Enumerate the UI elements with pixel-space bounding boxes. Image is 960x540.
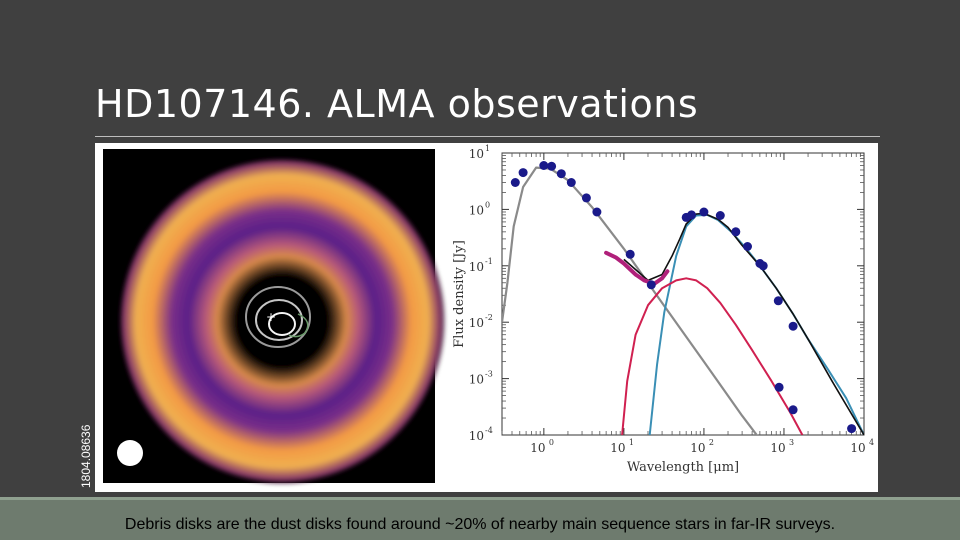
- y-axis-label: Flux density [Jy]: [452, 240, 467, 348]
- axis-ticks: [501, 152, 865, 436]
- x-tick-label-3: 10: [770, 441, 785, 455]
- ir-spectrum: [604, 250, 670, 287]
- x-tick-labels: 10 0 10 1 10 2 10 3 10 4: [530, 438, 874, 455]
- data-point-9: [646, 280, 656, 290]
- debris-ring: [120, 159, 444, 483]
- data-point-8: [625, 249, 635, 259]
- arxiv-identifier: 1804.08636: [79, 424, 93, 488]
- data-point-15: [743, 242, 752, 251]
- y-tick-exponent-5: -4: [485, 426, 493, 435]
- y-tick-label-3: 10: [469, 316, 484, 330]
- beam-ellipse: [117, 440, 143, 466]
- x-tick-label-4: 10: [850, 441, 865, 455]
- y-tick-label-0: 10: [469, 147, 484, 161]
- y-tick-label-2: 10: [469, 260, 484, 274]
- plot-frame: [501, 152, 865, 436]
- data-point-2: [539, 161, 549, 170]
- x-tick-label-2: 10: [690, 441, 705, 455]
- x-tick-exponent-4: 4: [869, 438, 874, 447]
- data-point-12: [699, 207, 709, 217]
- footer-caption: Debris disks are the dust disks found ar…: [124, 516, 836, 533]
- y-tick-label-4: 10: [469, 373, 484, 387]
- y-tick-label-1: 10: [469, 203, 484, 217]
- y-tick-exponent-1: 0: [485, 200, 490, 209]
- data-point-3: [547, 161, 557, 171]
- footer-accent-line: [0, 497, 960, 500]
- x-tick-exponent-0: 0: [549, 438, 554, 447]
- data-point-7: [592, 207, 602, 217]
- x-tick-exponent-3: 3: [789, 438, 794, 447]
- y-tick-exponent-3: -2: [485, 313, 493, 322]
- x-tick-label-0: 10: [530, 441, 545, 455]
- x-tick-exponent-2: 2: [709, 438, 714, 447]
- y-tick-label-5: 10: [469, 429, 484, 443]
- data-points: [510, 161, 857, 434]
- x-tick-label-1: 10: [610, 441, 625, 455]
- y-tick-exponent-2: -1: [485, 257, 493, 266]
- data-point-14: [731, 227, 741, 237]
- data-point-18: [773, 296, 783, 306]
- star-marker: +: [266, 310, 276, 324]
- data-point-1: [518, 168, 528, 178]
- figure-panel: + 10 0 10 1 10 2 10 3 10 4 10 1 10 0 10 -1 10 -2 10 -3 10 -4…: [95, 143, 878, 492]
- slide-title: HD107146. ALMA observations: [95, 82, 699, 126]
- data-point-20: [774, 382, 784, 392]
- data-point-0: [510, 178, 520, 187]
- data-point-21: [788, 405, 798, 415]
- data-point-5: [566, 178, 576, 187]
- contour-lines: [245, 286, 311, 348]
- title-divider: [95, 136, 880, 137]
- data-point-6: [581, 193, 591, 203]
- data-point-4: [556, 169, 566, 179]
- data-point-11: [687, 210, 696, 220]
- alma-image: +: [103, 149, 444, 483]
- x-tick-exponent-1: 1: [629, 438, 634, 447]
- x-axis-label: Wavelength [μm]: [627, 460, 739, 475]
- data-point-13: [715, 211, 725, 220]
- y-tick-exponent-0: 1: [485, 144, 490, 153]
- footer-bar: [0, 497, 960, 540]
- y-tick-exponent-4: -3: [485, 370, 493, 379]
- data-point-19: [788, 321, 798, 331]
- curve-warm_disk: [621, 277, 804, 435]
- data-point-22: [847, 424, 857, 434]
- data-point-17: [758, 261, 768, 271]
